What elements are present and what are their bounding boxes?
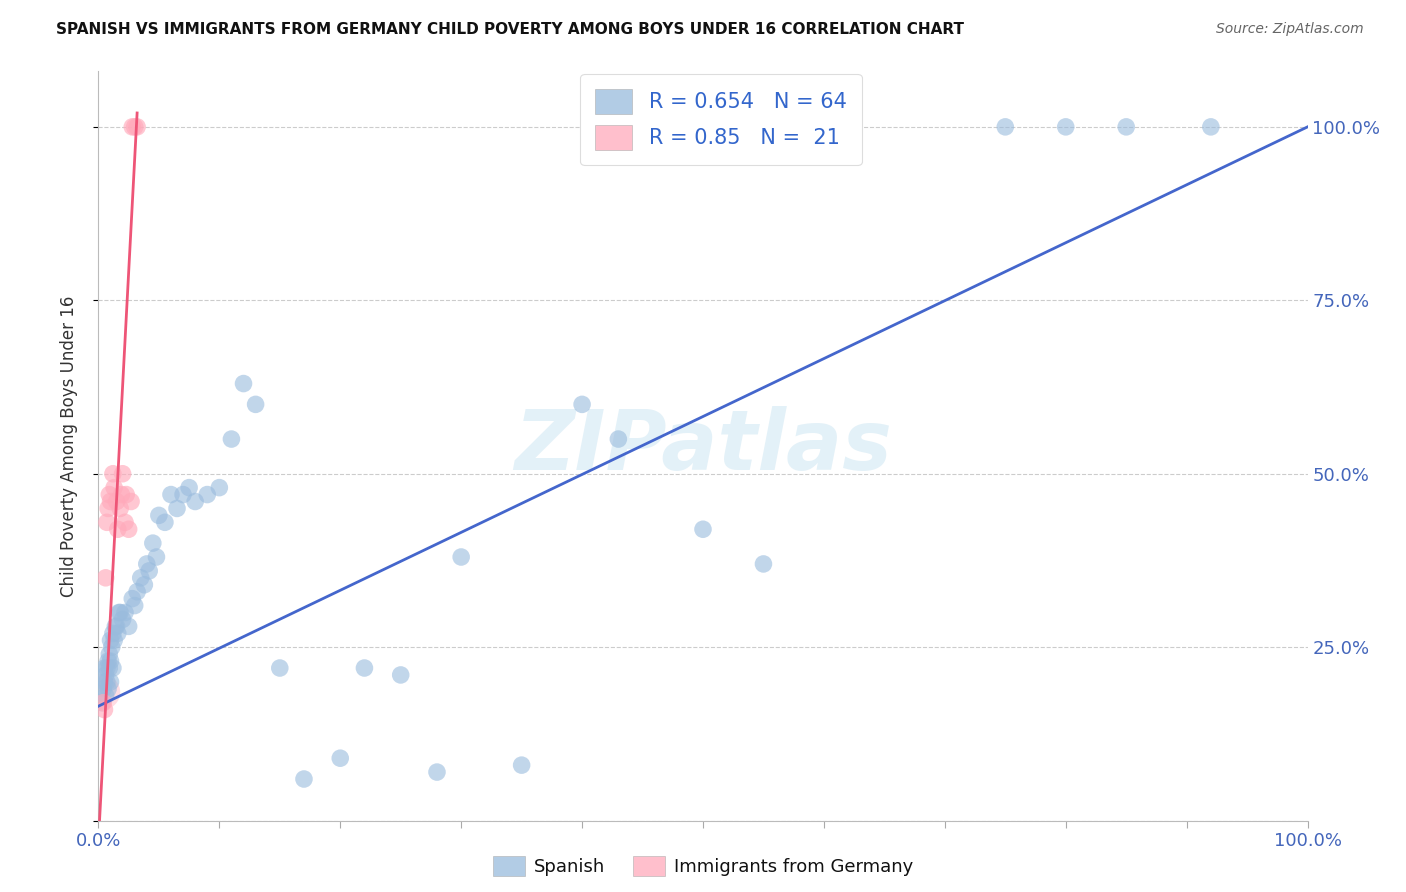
Point (98, 661, 121, 675)
Point (96, 674, 118, 689)
Point (94, 571, 117, 585)
Point (1199, 120, 1222, 134)
Point (571, 397, 593, 411)
Legend: Spanish, Immigrants from Germany: Spanish, Immigrants from Germany (485, 848, 921, 883)
Point (100, 640, 122, 655)
Point (111, 467, 134, 481)
Point (148, 508, 170, 523)
Point (389, 668, 412, 682)
Point (103, 633, 125, 648)
Point (1054, 120, 1077, 134)
Point (108, 501, 131, 516)
Point (103, 481, 125, 495)
Point (104, 619, 127, 633)
Point (353, 661, 375, 675)
Point (118, 619, 141, 633)
Point (97, 681, 120, 696)
Point (105, 619, 128, 633)
Point (994, 120, 1017, 134)
Point (426, 765, 449, 780)
Point (172, 487, 194, 501)
Point (100, 633, 122, 648)
Point (111, 612, 134, 626)
Point (101, 661, 124, 675)
Point (127, 120, 149, 134)
Point (1115, 120, 1137, 134)
Point (153, 516, 176, 530)
Point (145, 549, 167, 564)
Point (91, 696, 114, 710)
Point (184, 494, 207, 508)
Point (120, 494, 142, 508)
Legend: R = 0.654   N = 64, R = 0.85   N =  21: R = 0.654 N = 64, R = 0.85 N = 21 (581, 74, 862, 165)
Text: ZIPatlas: ZIPatlas (515, 406, 891, 486)
Point (195, 487, 218, 501)
Point (166, 501, 188, 516)
Point (607, 432, 630, 446)
Point (93, 703, 115, 717)
Point (692, 522, 714, 536)
Text: SPANISH VS IMMIGRANTS FROM GERMANY CHILD POVERTY AMONG BOYS UNDER 16 CORRELATION: SPANISH VS IMMIGRANTS FROM GERMANY CHILD… (56, 22, 965, 37)
Point (138, 564, 160, 578)
Point (118, 522, 141, 536)
Point (752, 557, 775, 571)
Point (510, 758, 533, 772)
Point (292, 772, 315, 786)
Point (100, 674, 122, 689)
Point (121, 591, 143, 606)
Point (124, 120, 146, 134)
Point (96, 661, 118, 675)
Point (101, 626, 124, 640)
Point (94, 689, 117, 703)
Point (97, 501, 120, 516)
Point (91, 685, 114, 699)
Point (98, 647, 121, 661)
Point (110, 487, 132, 501)
Point (232, 376, 254, 391)
Point (108, 606, 131, 620)
Point (269, 661, 291, 675)
Point (101, 467, 124, 481)
Point (329, 751, 352, 765)
Point (93, 674, 115, 689)
Point (450, 549, 472, 564)
Y-axis label: Child Poverty Among Boys Under 16: Child Poverty Among Boys Under 16 (59, 295, 77, 597)
Point (107, 626, 129, 640)
Point (91, 696, 114, 710)
Point (160, 487, 183, 501)
Point (96, 516, 118, 530)
Point (114, 606, 136, 620)
Point (142, 536, 165, 550)
Point (135, 557, 157, 571)
Point (105, 494, 128, 508)
Point (93, 661, 115, 675)
Point (121, 120, 143, 134)
Point (245, 397, 267, 411)
Point (98, 487, 121, 501)
Point (100, 654, 122, 668)
Point (115, 487, 138, 501)
Point (108, 606, 131, 620)
Point (208, 481, 231, 495)
Point (100, 494, 122, 508)
Point (127, 584, 149, 599)
Point (221, 432, 243, 446)
Point (179, 481, 201, 495)
Point (107, 522, 129, 536)
Point (94, 668, 117, 682)
Point (134, 578, 156, 592)
Point (129, 571, 152, 585)
Text: Source: ZipAtlas.com: Source: ZipAtlas.com (1216, 22, 1364, 37)
Point (97, 654, 120, 668)
Point (124, 599, 146, 613)
Point (114, 516, 136, 530)
Point (91, 681, 114, 696)
